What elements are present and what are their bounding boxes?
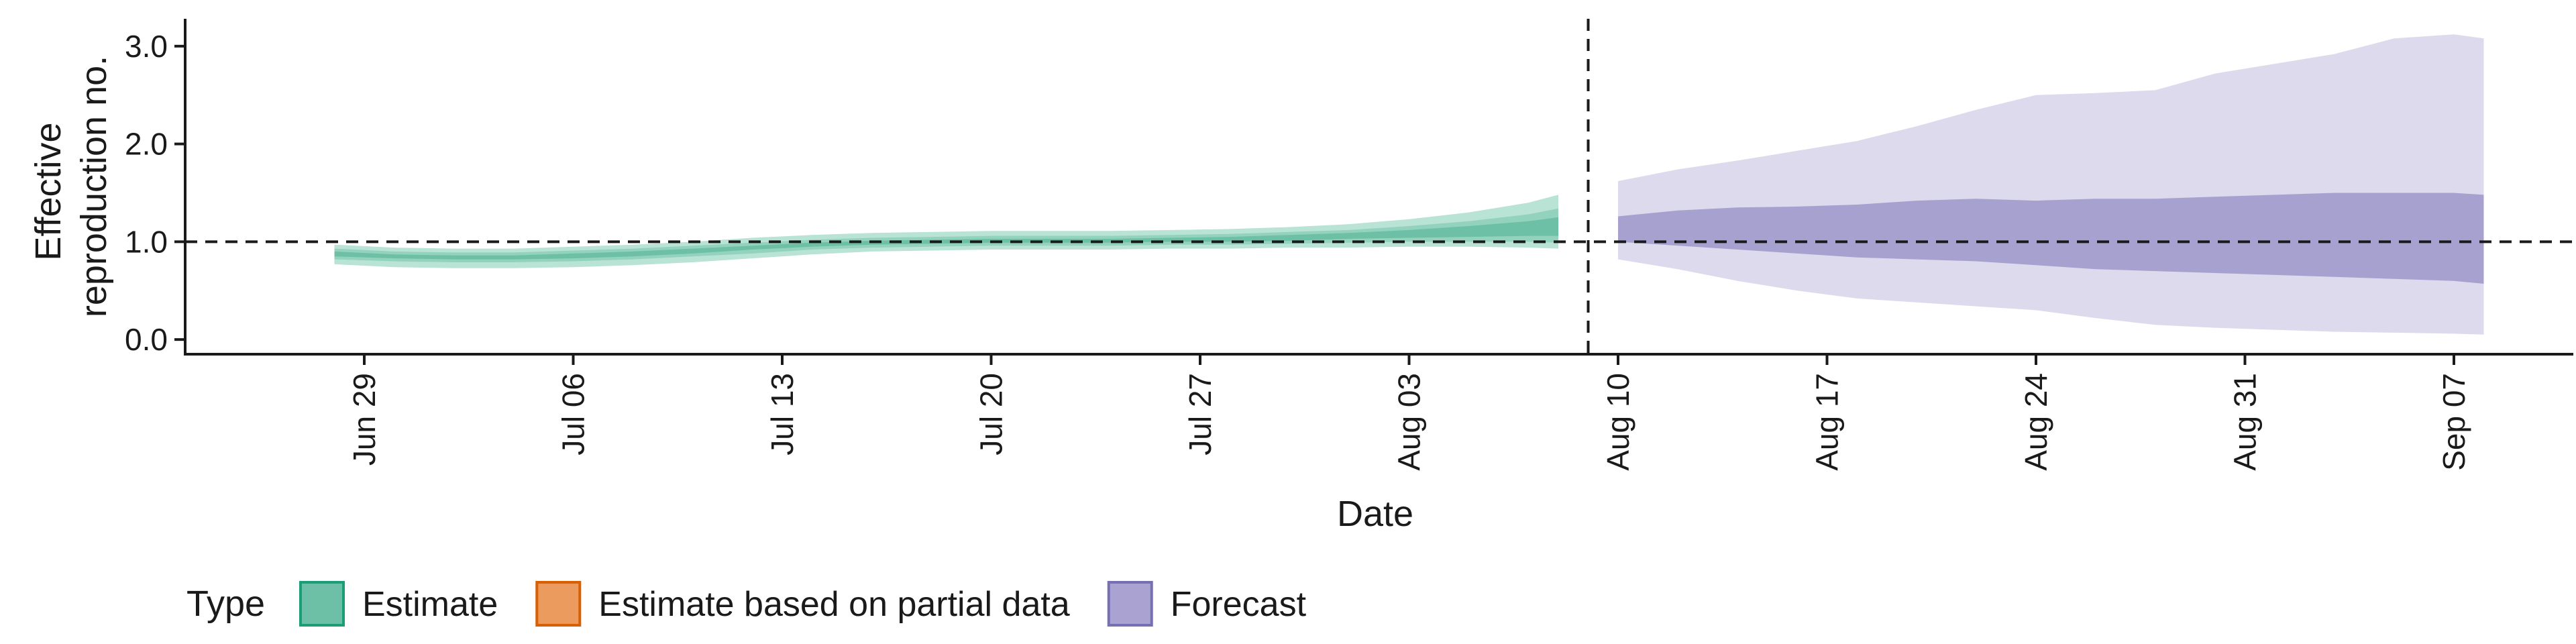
y-tick-label: 2.0	[125, 127, 168, 162]
legend-label: Estimate	[362, 585, 498, 624]
y-axis-label-line-1: Effective	[28, 122, 68, 260]
forecast-outer-band	[1618, 34, 2484, 335]
legend-swatch	[535, 581, 582, 627]
x-tick-label: Jul 06	[556, 373, 591, 455]
legend: Type Estimate Estimate based on partial d…	[186, 581, 1307, 627]
x-tick-label: Jul 13	[765, 373, 800, 455]
y-axis-label-line-2: reproduction no.	[74, 56, 114, 317]
legend-item-estimate: Estimate	[299, 581, 498, 627]
x-tick-label: Aug 03	[1392, 373, 1427, 471]
estimate-inner-band	[334, 217, 1558, 260]
chart-bands	[334, 34, 2484, 335]
estimate-mid-band	[334, 208, 1558, 262]
y-axis-label: Effective reproduction no.	[28, 56, 114, 317]
y-tick-label: 1.0	[125, 224, 168, 259]
x-tick-label: Aug 17	[1810, 373, 1845, 471]
y-tick-label: 0.0	[125, 322, 168, 357]
x-axis-ticks: Jun 29 Jul 06 Jul 13 Jul 20 Jul 27 Aug 03 Aug …	[347, 354, 2471, 471]
legend-label: Estimate based on partial data	[598, 585, 1070, 624]
forecast-inner-band	[1618, 193, 2484, 284]
legend-items: Estimate Estimate based on partial data Fo…	[299, 581, 1307, 627]
x-tick-label: Aug 24	[2019, 373, 2053, 471]
legend-swatch	[299, 581, 345, 627]
y-tick-label: 3.0	[125, 29, 168, 64]
x-tick-label: Jul 27	[1183, 373, 1218, 455]
legend-item-estimate-based-on-partial-data: Estimate based on partial data	[535, 581, 1070, 627]
x-tick-label: Aug 10	[1601, 373, 1635, 471]
legend-label: Forecast	[1171, 585, 1307, 624]
legend-item-forecast: Forecast	[1107, 581, 1307, 627]
legend-title: Type	[186, 584, 265, 624]
y-axis-ticks: 0.0 1.0 2.0 3.0	[125, 29, 185, 357]
x-axis-label: Date	[1337, 494, 1413, 534]
x-tick-label: Jun 29	[347, 373, 382, 466]
legend-swatch	[1107, 581, 1153, 627]
x-tick-label: Sep 07	[2436, 373, 2471, 471]
x-tick-label: Aug 31	[2228, 373, 2263, 471]
x-tick-label: Jul 20	[974, 373, 1009, 455]
